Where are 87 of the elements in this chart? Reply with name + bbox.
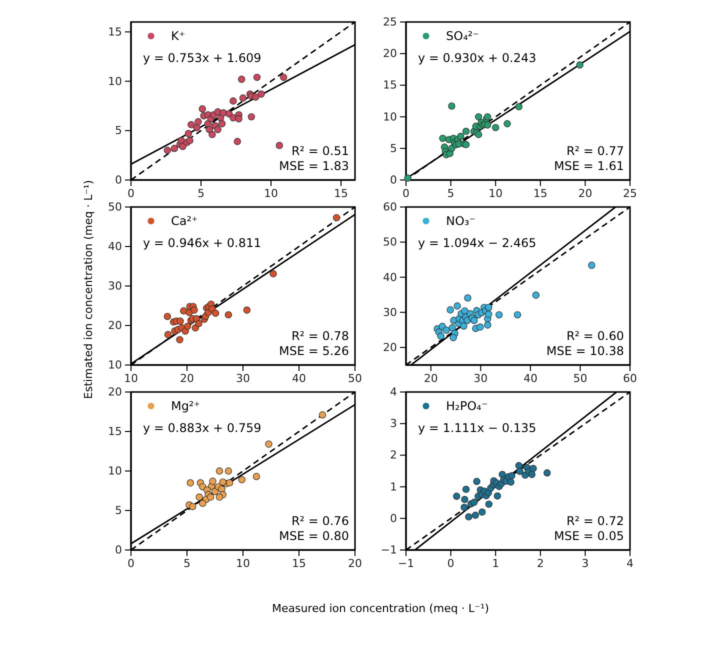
legend-label: Ca²⁺ <box>171 214 198 228</box>
x-tick-label: 25 <box>623 186 637 200</box>
y-tick-label: 0 <box>115 544 122 557</box>
annotation: R² = 0.72 <box>566 514 624 528</box>
y-tick-label: 50 <box>108 200 122 214</box>
annotation: MSE = 0.80 <box>279 529 349 543</box>
y-tick-label: 50 <box>383 236 397 249</box>
y-tick-label: 0 <box>390 512 397 525</box>
legend-label: NO₃⁻ <box>446 214 476 228</box>
annotation: R² = 0.51 <box>291 144 349 158</box>
x-tick-label: 10 <box>264 186 278 200</box>
annotation: R² = 0.76 <box>291 514 349 528</box>
x-tick-label: 5 <box>198 186 204 200</box>
annotation: MSE = 1.61 <box>554 159 624 173</box>
y-tick-label: 3 <box>390 417 397 430</box>
y-tick-label: 5 <box>390 142 397 155</box>
x-tick-label: 2 <box>536 556 544 570</box>
y-tick-label: 20 <box>383 340 397 354</box>
x-axis-title: Measured ion concentration (meq · L⁻¹) <box>272 602 490 615</box>
x-tick-label: 15 <box>334 186 348 200</box>
legend-label: Mg²⁺ <box>171 399 200 413</box>
x-tick-label: 3 <box>582 556 589 570</box>
y-tick-label: 0 <box>115 174 122 187</box>
y-tick-label: 2 <box>390 448 397 462</box>
y-tick-label: −1 <box>380 544 397 557</box>
x-tick-label: 1 <box>492 556 500 570</box>
x-tick-label: 20 <box>578 186 592 200</box>
legend-label: H₂PO₄⁻ <box>446 399 488 413</box>
annotation: y = 0.753x + 1.609 <box>143 51 262 65</box>
x-tick-label: 0 <box>128 556 134 570</box>
x-tick-label: 60 <box>623 372 637 385</box>
y-tick-label: 10 <box>383 110 397 124</box>
x-tick-label: 10 <box>236 556 250 570</box>
x-tick-label: 20 <box>348 556 362 570</box>
y-tick-label: 20 <box>108 319 122 332</box>
y-tick-label: 20 <box>108 386 122 399</box>
annotation: MSE = 0.05 <box>554 529 624 543</box>
annotation: MSE = 10.38 <box>546 344 624 358</box>
y-tick-label: 0 <box>390 174 397 187</box>
x-tick-label: 10 <box>488 186 503 200</box>
y-tick-label: 40 <box>383 270 397 284</box>
x-tick-label: 20 <box>424 372 438 385</box>
legend-label: K⁺ <box>171 29 186 43</box>
x-tick-label: 40 <box>292 372 306 385</box>
annotation: y = 0.946x + 0.811 <box>143 236 262 250</box>
x-tick-label: 0 <box>447 556 454 570</box>
y-tick-label: 40 <box>108 240 122 254</box>
y-tick-label: 10 <box>108 74 122 88</box>
y-tick-label: 30 <box>108 280 122 293</box>
annotation: MSE = 5.26 <box>279 344 349 358</box>
x-tick-label: 30 <box>236 372 250 385</box>
annotation: MSE = 1.83 <box>279 159 349 173</box>
annotation: y = 1.094x − 2.465 <box>418 236 536 250</box>
x-tick-label: 50 <box>348 372 362 385</box>
x-tick-label: 15 <box>292 556 306 570</box>
x-tick-label: 20 <box>180 372 194 385</box>
y-tick-label: 1 <box>390 480 397 494</box>
y-tick-label: 25 <box>383 16 397 29</box>
y-tick-label: 15 <box>383 78 397 92</box>
x-tick-label: 0 <box>402 186 410 200</box>
y-tick-label: 5 <box>115 124 122 138</box>
x-tick-label: 5 <box>447 186 454 200</box>
x-tick-label: 0 <box>128 186 134 200</box>
x-tick-label: 30 <box>474 372 488 385</box>
annotation: y = 1.111x − 0.135 <box>418 421 536 435</box>
x-tick-label: 40 <box>523 372 538 385</box>
y-axis-title: Estimated ion concentration (meq · L⁻¹) <box>82 180 95 399</box>
y-tick-label: 30 <box>383 306 397 319</box>
y-tick-label: 60 <box>383 200 397 214</box>
legend-label: SO₄²⁻ <box>446 29 480 43</box>
y-tick-label: 10 <box>108 358 122 372</box>
annotation: y = 0.883x + 0.759 <box>143 421 262 435</box>
x-tick-label: 5 <box>184 556 190 570</box>
annotation: R² = 0.78 <box>291 329 349 343</box>
x-tick-label: 15 <box>533 186 548 200</box>
y-tick-label: 4 <box>390 386 397 399</box>
annotation: R² = 0.77 <box>566 144 624 158</box>
y-tick-label: 5 <box>115 504 122 518</box>
annotation: y = 0.930x + 0.243 <box>418 51 536 65</box>
x-tick-label: 4 <box>626 556 634 570</box>
y-tick-label: 10 <box>108 464 122 478</box>
x-tick-label: 10 <box>124 372 138 385</box>
annotation: R² = 0.60 <box>566 329 624 343</box>
y-tick-label: 15 <box>108 25 122 38</box>
y-tick-label: 15 <box>108 425 122 438</box>
x-tick-label: 50 <box>573 372 588 385</box>
y-tick-label: 20 <box>383 47 397 60</box>
